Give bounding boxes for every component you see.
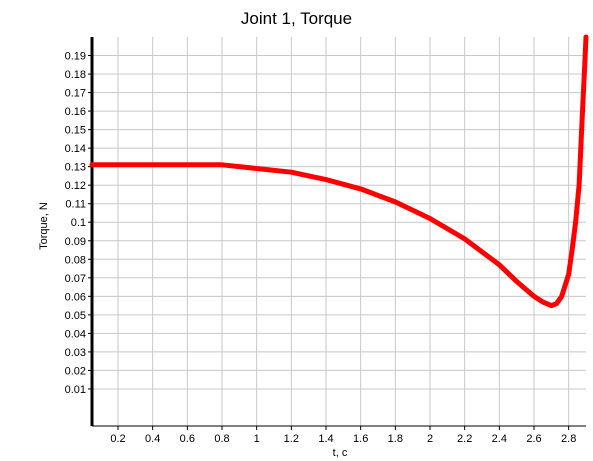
y-tick-label: 0.11: [65, 199, 86, 211]
x-tick-label: 0.4: [145, 433, 160, 445]
y-tick-label: 0.16: [65, 106, 86, 118]
x-tick-label: 2.8: [561, 433, 576, 445]
y-axis-label: Torque, N: [38, 202, 50, 250]
series-layer: [89, 34, 589, 309]
y-tick-label: 0.01: [65, 384, 86, 396]
x-tick-label: 0.6: [180, 433, 195, 445]
x-tick-label: 2.4: [492, 433, 507, 445]
x-tick-label: 1.8: [388, 433, 403, 445]
y-tick-label: 0.12: [65, 180, 86, 192]
series-line: [89, 34, 589, 309]
x-tick-label: 1.4: [318, 433, 333, 445]
y-tick-label: 0.09: [65, 236, 86, 248]
x-tick-label: 0.8: [214, 433, 229, 445]
x-tick-label: 0.2: [110, 433, 125, 445]
y-tick-label: 0.03: [65, 347, 86, 359]
y-tick-label: 0.15: [65, 125, 86, 137]
y-tick-label: 0.02: [65, 365, 86, 377]
x-tick-label: 1.2: [284, 433, 299, 445]
chart-title: Joint 1, Torque: [240, 9, 353, 28]
y-tick-label: 0.18: [65, 69, 86, 81]
axis-layer: [88, 37, 586, 430]
x-tick-label: 2.2: [457, 433, 472, 445]
y-tick-label: 0.07: [65, 273, 86, 285]
x-tick-label: 1.6: [353, 433, 368, 445]
y-tick-label: 0.05: [65, 310, 86, 322]
y-tick-label: 0.04: [65, 328, 86, 340]
tick-label-layer: 0.2 0.4 0.6 0.8 1 1.2 1.4 1.6 1.8 2 2.2 2.4 2.6 2.8 0.…: [65, 51, 577, 445]
grid-layer: [92, 37, 586, 426]
x-tick-label: 1: [254, 433, 260, 445]
y-tick-label: 0.13: [65, 162, 86, 174]
plot-area: [92, 37, 586, 426]
y-tick-label: 0.17: [65, 88, 86, 100]
y-tick-label: 0.08: [65, 254, 86, 266]
y-tick-label: 0.1: [71, 217, 86, 229]
x-tick-label: 2: [427, 433, 433, 445]
x-tick-label: 2.6: [526, 433, 541, 445]
y-tick-label: 0.19: [65, 51, 86, 63]
y-tick-label: 0.06: [65, 291, 86, 303]
x-axis-label: t, c: [332, 447, 348, 459]
y-tick-label: 0.14: [65, 143, 86, 155]
